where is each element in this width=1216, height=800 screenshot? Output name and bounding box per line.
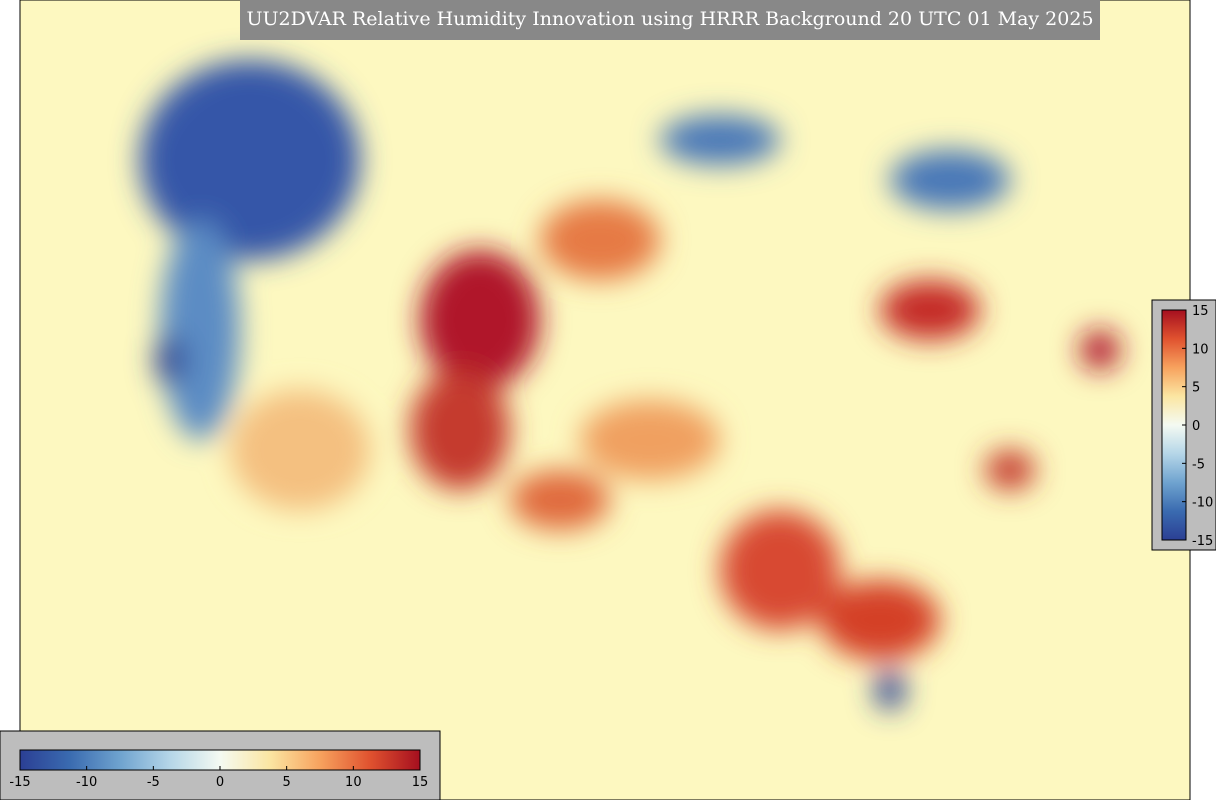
field-blob (540, 200, 660, 280)
field-blob (720, 510, 840, 630)
field-blob (1080, 330, 1120, 370)
innovation-field (140, 60, 1120, 710)
field-blob (140, 60, 360, 260)
field-blob (160, 220, 240, 440)
title-box (240, 0, 1100, 40)
colorbar-tick-label: -5 (147, 775, 160, 790)
colorbar-tick-label: 15 (412, 775, 429, 790)
field-blob (420, 250, 540, 390)
field-blob (660, 115, 780, 165)
colorbar-tick-label: 10 (1192, 342, 1209, 357)
field-blob (510, 470, 610, 530)
colorbar-tick-label: -10 (76, 775, 97, 790)
colorbar-tick-label: 5 (1192, 381, 1200, 396)
field-blob (880, 280, 980, 340)
colorbar-tick-label: -10 (1192, 496, 1213, 511)
field-blob (820, 580, 940, 660)
field-blob (875, 670, 905, 710)
colorbar-tick-label: 0 (1192, 419, 1200, 434)
colorbar-tick-label: 10 (345, 775, 362, 790)
field-blob (410, 370, 510, 490)
map-title: UU2DVAR Relative Humidity Innovation usi… (246, 8, 1093, 30)
colorbar-tick-label: -15 (9, 775, 30, 790)
field-blob (230, 390, 370, 510)
field-blob (985, 450, 1035, 490)
field-blob (155, 335, 185, 385)
field-blob (580, 400, 720, 480)
colorbar-tick-label: 5 (283, 775, 291, 790)
colorbar-tick-label: -5 (1192, 457, 1205, 472)
colorbar-tick-label: 0 (216, 775, 224, 790)
field-blob (890, 150, 1010, 210)
colorbar-tick-label: 15 (1192, 304, 1209, 319)
colorbar-tick-label: -15 (1192, 534, 1213, 549)
